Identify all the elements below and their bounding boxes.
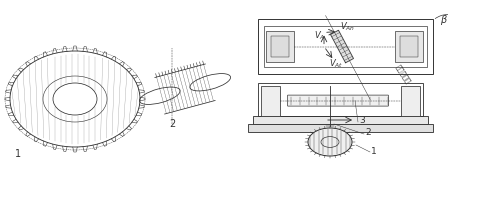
Bar [400, 36, 418, 57]
Bar [395, 31, 423, 62]
Bar [258, 83, 423, 116]
Text: 2: 2 [169, 119, 176, 129]
Bar [401, 86, 420, 116]
Bar [248, 124, 433, 132]
Bar [253, 116, 428, 124]
Text: $V_A$: $V_A$ [314, 30, 326, 42]
Text: 1: 1 [15, 149, 21, 159]
Ellipse shape [308, 128, 352, 156]
Text: 3: 3 [359, 116, 365, 125]
Text: $\beta$: $\beta$ [440, 13, 448, 27]
Text: 2: 2 [365, 128, 371, 137]
Bar [264, 26, 427, 67]
Bar [258, 19, 433, 74]
FancyBboxPatch shape [288, 95, 388, 106]
Text: 1: 1 [371, 147, 377, 156]
Text: 制齿刀轴线: 制齿刀轴线 [394, 64, 411, 85]
Bar [261, 86, 280, 116]
Text: $V_{At}$: $V_{At}$ [329, 58, 343, 70]
Bar [266, 31, 294, 62]
Text: $V_{An}$: $V_{An}$ [340, 20, 355, 33]
Bar [271, 36, 289, 57]
Polygon shape [330, 30, 354, 63]
